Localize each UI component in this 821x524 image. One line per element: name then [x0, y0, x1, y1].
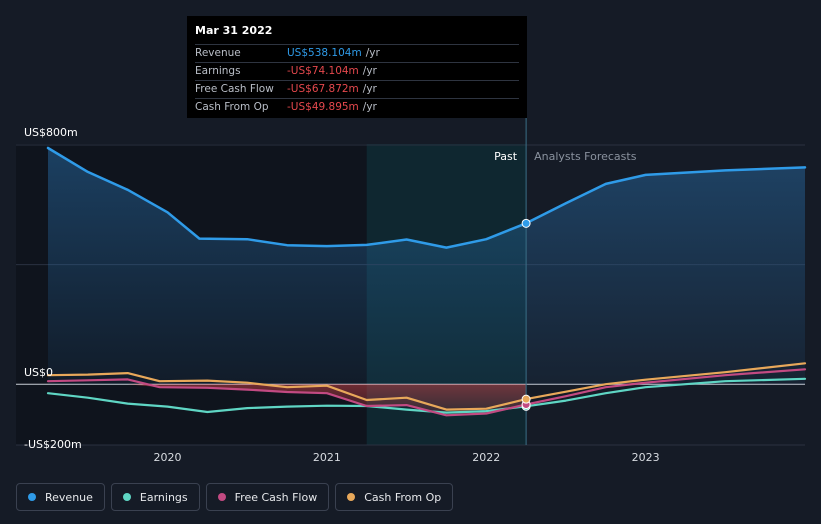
legend-item-revenue[interactable]: Revenue	[16, 483, 105, 511]
tooltip: Mar 31 2022 Revenue US$538.104m /yr Earn…	[187, 16, 527, 118]
tooltip-value: -US$49.895m	[287, 101, 359, 113]
x-axis-labels: 2020 2021 2022 2023	[154, 451, 660, 464]
tooltip-row-earnings: Earnings -US$74.104m /yr	[195, 62, 519, 80]
tooltip-value: -US$67.872m	[287, 83, 359, 95]
chart: US$800m US$0 -US$200m 2020 2021 2022 2023 Pas…	[16, 118, 807, 464]
revenue-marker[interactable]	[521, 218, 531, 228]
earnings-line	[46, 377, 807, 414]
revenue-line	[46, 146, 807, 249]
legend-label: Revenue	[45, 490, 93, 504]
series-layer	[46, 146, 807, 417]
tooltip-unit: /yr	[362, 101, 377, 113]
legend-item-earnings[interactable]: Earnings	[110, 483, 200, 511]
revenue-area	[48, 148, 805, 385]
legend-item-cash-from-op[interactable]: Cash From Op	[335, 483, 454, 511]
y-tick-label: US$0	[24, 366, 53, 379]
tooltip-label: Cash From Op	[195, 101, 269, 113]
x-tick-label: 2023	[632, 451, 660, 464]
legend-item-free-cash-flow[interactable]: Free Cash Flow	[205, 483, 330, 511]
tooltip-unit: /yr	[365, 47, 380, 59]
tooltip-value: US$538.104m	[287, 47, 362, 59]
tooltip-label: Free Cash Flow	[195, 83, 274, 95]
free-cash-flow-line	[46, 368, 807, 417]
x-tick-label: 2021	[313, 451, 341, 464]
forecast-label: Analysts Forecasts	[534, 150, 637, 163]
legend: Revenue Earnings Free Cash Flow Cash Fro…	[16, 483, 454, 511]
tooltip-row-cash-from-op: Cash From Op -US$49.895m /yr	[195, 98, 519, 116]
legend-label: Earnings	[139, 490, 188, 504]
cash-from-op-line	[46, 362, 807, 411]
free-cash-flow-dot-icon	[217, 493, 226, 501]
cash-from-op-dot-icon	[347, 493, 356, 501]
y-axis-labels: US$800m US$0 -US$200m	[24, 126, 82, 451]
x-tick-label: 2020	[154, 451, 182, 464]
past-label: Past	[494, 150, 518, 163]
tooltip-unit: /yr	[362, 83, 377, 95]
y-tick-label: US$800m	[24, 126, 78, 139]
tooltip-value: -US$74.104m	[287, 65, 359, 77]
negative-area	[48, 384, 527, 416]
legend-label: Cash From Op	[364, 490, 442, 504]
revenue-dot-icon	[28, 493, 36, 501]
cash-from-op-marker[interactable]	[521, 394, 531, 404]
tooltip-row-free-cash-flow: Free Cash Flow -US$67.872m /yr	[195, 80, 519, 98]
marker-layer	[521, 218, 531, 411]
tooltip-label: Revenue	[195, 47, 241, 59]
tooltip-label: Earnings	[195, 65, 241, 77]
tooltip-unit: /yr	[362, 65, 377, 77]
area-layer	[48, 148, 805, 416]
tooltip-row-revenue: Revenue US$538.104m /yr	[195, 44, 519, 62]
y-tick-label: -US$200m	[24, 438, 82, 451]
legend-label: Free Cash Flow	[234, 490, 318, 504]
x-tick-label: 2022	[472, 451, 500, 464]
earnings-dot-icon	[122, 493, 131, 501]
tooltip-date: Mar 31 2022	[195, 24, 273, 37]
